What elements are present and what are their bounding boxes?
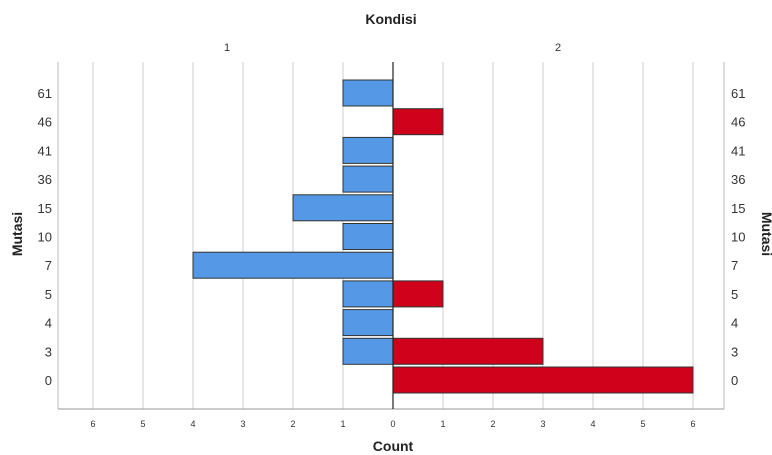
bar-series-1-36 xyxy=(342,165,394,193)
y-tick-label-right: 5 xyxy=(731,287,738,302)
bar-series-1-15 xyxy=(292,194,394,222)
x-tick-label-left: 0 xyxy=(390,419,395,429)
bar-series-2-3 xyxy=(392,337,544,365)
panel-label-1: 1 xyxy=(224,42,230,54)
x-tick-label-left: 3 xyxy=(240,419,245,429)
y-tick-label-right: 36 xyxy=(731,172,745,187)
y-axis-title-right: Mutasi xyxy=(759,212,772,256)
bar-series-1-10 xyxy=(342,223,394,250)
y-tick-label-right: 0 xyxy=(731,373,738,388)
y-tick-label-left: 3 xyxy=(45,344,52,359)
x-tick-label-right: 2 xyxy=(490,419,495,429)
bar-series-1-3 xyxy=(342,337,394,365)
x-tick-label-right: 6 xyxy=(690,419,695,429)
bar-series-1-5 xyxy=(342,280,394,308)
y-tick-labels-right: 61 46 41 36 15 10 7 5 4 3 0 xyxy=(731,86,745,388)
bar-series-1-4 xyxy=(342,309,394,337)
x-tick-label-left: 6 xyxy=(90,419,95,429)
x-tick-label-right: 1 xyxy=(440,419,445,429)
panel-label-2: 2 xyxy=(555,42,561,54)
y-tick-label-left: 36 xyxy=(38,172,52,187)
y-tick-label-left: 0 xyxy=(45,373,52,388)
bar-series-2-0 xyxy=(392,366,694,394)
bar-series-1-61 xyxy=(342,79,394,107)
chart-title: Kondisi xyxy=(365,11,416,27)
y-tick-label-left: 41 xyxy=(38,143,52,158)
x-tick-label-right: 3 xyxy=(540,419,545,429)
y-tick-labels-left: 61 46 41 36 15 10 7 5 4 3 0 xyxy=(38,86,52,388)
y-tick-label-right: 41 xyxy=(731,143,745,158)
x-tick-labels: 6 5 4 3 2 1 0 1 2 3 4 5 6 xyxy=(90,419,695,429)
bar-series-2-5 xyxy=(392,280,444,308)
x-tick-label-left: 4 xyxy=(190,419,195,429)
y-tick-label-right: 7 xyxy=(731,258,738,273)
x-tick-label-left: 5 xyxy=(140,419,145,429)
x-tick-label-right: 5 xyxy=(640,419,645,429)
x-tick-label-left: 2 xyxy=(290,419,295,429)
y-tick-label-right: 10 xyxy=(731,230,745,245)
y-tick-label-left: 61 xyxy=(38,86,52,101)
y-tick-label-left: 15 xyxy=(38,201,52,216)
bar-series-1-7 xyxy=(192,251,394,279)
x-tick-label-left: 1 xyxy=(340,419,345,429)
y-tick-label-left: 4 xyxy=(45,316,52,331)
y-tick-label-left: 10 xyxy=(38,230,52,245)
bar-series-2-46 xyxy=(392,108,444,136)
plot-frame xyxy=(57,62,725,410)
bar-series-1-41 xyxy=(342,136,394,164)
y-tick-label-right: 3 xyxy=(731,344,738,359)
y-tick-label-right: 15 xyxy=(731,201,745,216)
y-tick-label-right: 4 xyxy=(731,316,738,331)
y-tick-label-left: 7 xyxy=(45,258,52,273)
y-tick-label-right: 61 xyxy=(731,86,745,101)
y-tick-label-left: 46 xyxy=(38,115,52,130)
y-tick-label-left: 5 xyxy=(45,287,52,302)
x-tick-label-right: 4 xyxy=(590,419,595,429)
bars xyxy=(192,79,694,394)
x-axis-title: Count xyxy=(373,438,414,454)
y-axis-title-left: Mutasi xyxy=(9,212,25,256)
y-tick-label-right: 46 xyxy=(731,115,745,130)
